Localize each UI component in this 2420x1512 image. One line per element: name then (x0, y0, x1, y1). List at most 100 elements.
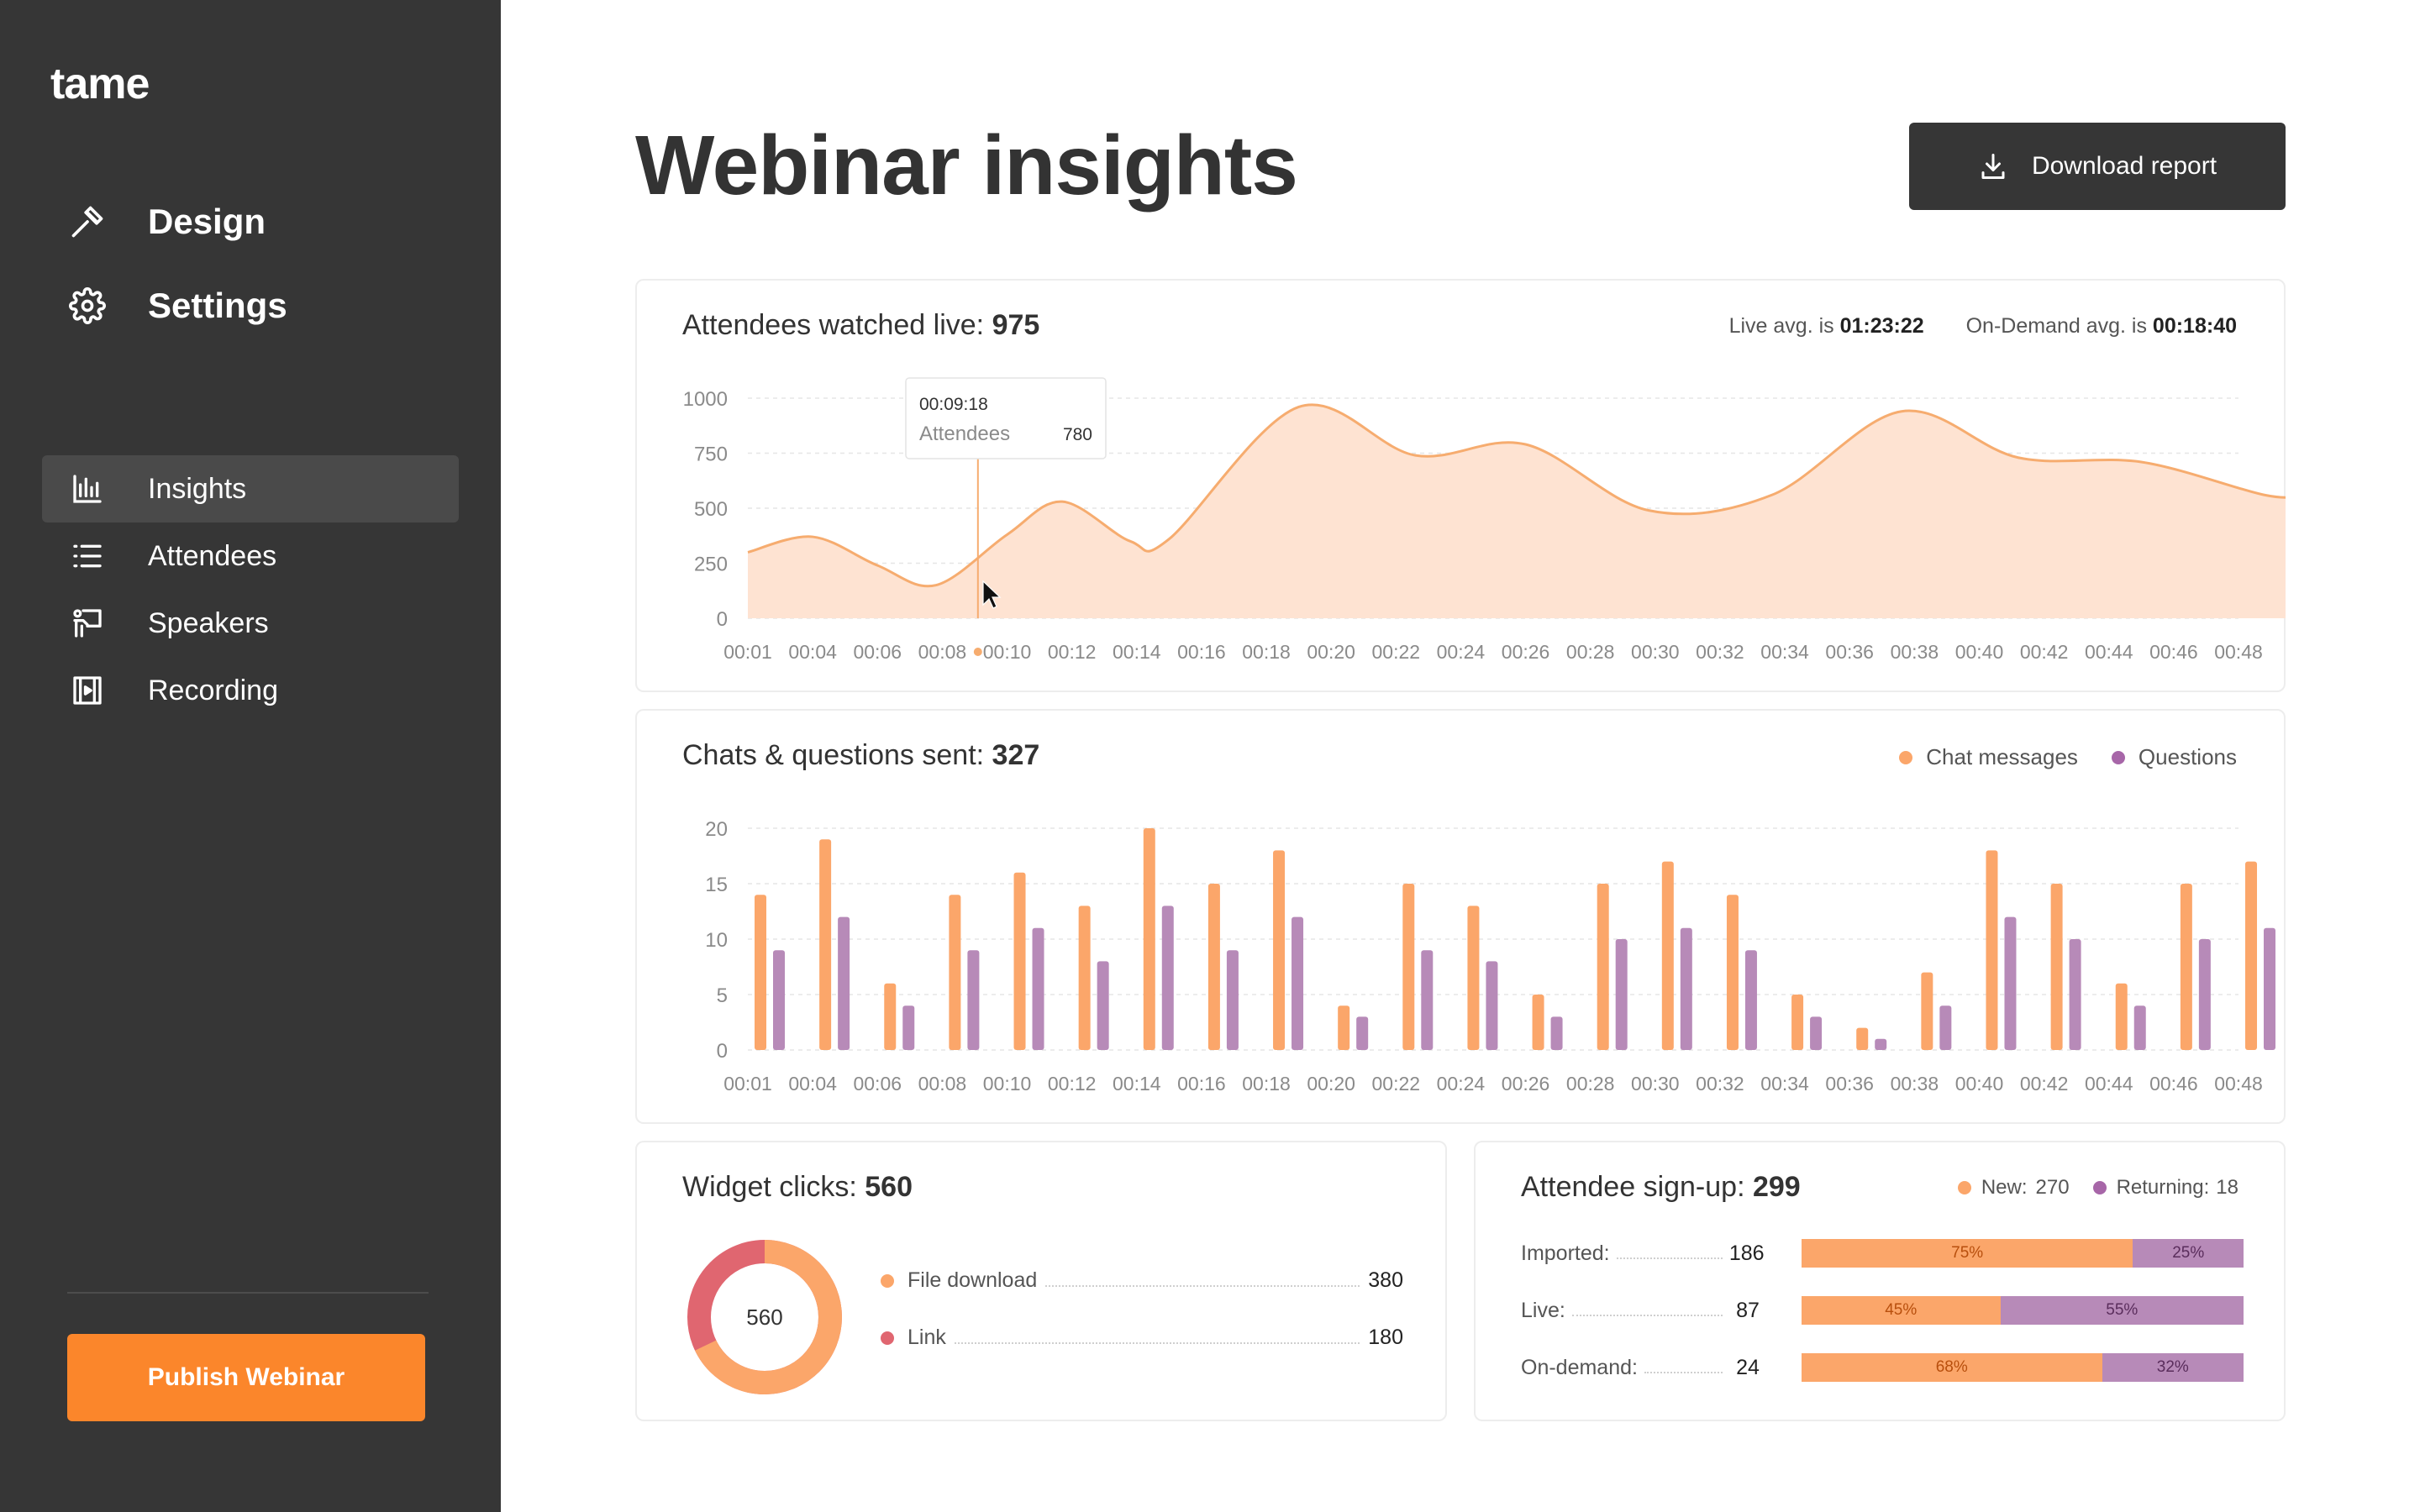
live-avg-value: 01:23:22 (1839, 314, 1924, 338)
sidebar-item-insights[interactable]: Insights (42, 455, 459, 522)
bar-questions[interactable] (1032, 927, 1044, 1050)
nav-design[interactable]: Design (67, 202, 266, 242)
hover-dot (973, 648, 982, 656)
bar-questions[interactable] (1292, 916, 1304, 1050)
bar-questions[interactable] (1421, 950, 1434, 1050)
leader-line (1644, 1372, 1723, 1373)
ondemand-avg-label: On-Demand avg. is (1965, 314, 2147, 338)
x-tick-label: 00:46 (2149, 1073, 2198, 1095)
download-report-button[interactable]: Download report (1909, 123, 2286, 210)
bar-questions[interactable] (1161, 906, 1174, 1050)
file-download-dot (881, 1273, 894, 1288)
sidebar-item-attendees[interactable]: Attendees (42, 522, 459, 590)
publish-webinar-button[interactable]: Publish Webinar (67, 1334, 425, 1421)
attendees-card-title: Attendees watched live: 975 (682, 309, 1039, 342)
mouse-cursor (982, 580, 1002, 609)
bar-chat-messages[interactable] (2050, 884, 2063, 1050)
bar-chat-messages[interactable] (1207, 884, 1220, 1050)
link-dot (881, 1331, 894, 1345)
attendees-title-text: Attendees watched live: (682, 309, 992, 341)
chats-card-title: Chats & questions sent: 327 (682, 739, 1039, 772)
bar-chat-messages[interactable] (1078, 906, 1091, 1050)
bar-chat-messages[interactable] (2180, 884, 2192, 1050)
gear-icon (67, 286, 108, 326)
donut-slice-file-download[interactable] (687, 1240, 842, 1394)
bar-chat-messages[interactable] (1856, 1027, 1869, 1050)
bar-questions[interactable] (1356, 1016, 1369, 1050)
bar-questions[interactable] (773, 950, 785, 1050)
bar-chat-messages[interactable] (1013, 872, 1026, 1050)
bar-questions[interactable] (2198, 939, 2211, 1050)
sidebar-item-recording[interactable]: Recording (42, 657, 459, 724)
bar-questions[interactable] (1939, 1005, 1952, 1050)
bar-chat-messages[interactable] (1597, 884, 1609, 1050)
bar-questions[interactable] (967, 950, 980, 1050)
attendees-area-chart[interactable]: 0 250 500 750 1000 00:01 00:04 00:06 00:08 00:10 0… (635, 279, 2286, 692)
bar-chat-messages[interactable] (1532, 995, 1544, 1050)
bar-chat-messages[interactable] (1661, 861, 1674, 1050)
bar-chat-messages[interactable] (2245, 861, 2257, 1050)
leader-line (1045, 1284, 1360, 1287)
bar-questions[interactable] (1680, 927, 1692, 1050)
x-tick-label: 00:32 (1696, 641, 1744, 663)
x-tick-label: 00:36 (1825, 1073, 1874, 1095)
bar-chat-messages[interactable] (949, 895, 961, 1050)
x-tick-label: 00:38 (1891, 641, 1939, 663)
app-logo[interactable]: tame (50, 60, 150, 108)
bar-questions[interactable] (1810, 1016, 1823, 1050)
bar-questions[interactable] (1097, 961, 1109, 1050)
x-tick-label: 00:06 (853, 641, 902, 663)
bar-chat-messages[interactable] (1791, 995, 1804, 1050)
bar-questions[interactable] (2264, 927, 2275, 1050)
bar-chat-messages[interactable] (1273, 850, 1286, 1050)
bar-chat-messages[interactable] (1338, 1005, 1350, 1050)
widget-donut-chart: 560 (687, 1240, 842, 1394)
bar-questions[interactable] (1226, 950, 1239, 1050)
x-tick-label: 00:36 (1825, 641, 1874, 663)
x-tick-label: 00:24 (1437, 641, 1486, 663)
bar-chat-messages[interactable] (1402, 884, 1415, 1050)
ondemand-label: On-demand: (1521, 1355, 1638, 1379)
bar-questions[interactable] (1744, 950, 1757, 1050)
y-tick-label: 250 (694, 554, 728, 576)
bar-chat-messages[interactable] (755, 895, 766, 1050)
widget-row-file-download: File download 380 (881, 1268, 1403, 1293)
x-tick-label: 00:12 (1048, 1073, 1097, 1095)
bar-chat-messages[interactable] (1143, 828, 1155, 1050)
x-tick-label: 00:08 (918, 641, 967, 663)
sidebar: tame Design Settings Insights (0, 0, 501, 1512)
x-tick-label: 00:38 (1891, 1073, 1939, 1095)
bar-questions[interactable] (838, 916, 850, 1050)
x-tick-label: 00:14 (1113, 1073, 1161, 1095)
bar-questions[interactable] (902, 1005, 915, 1050)
x-tick-label: 00:20 (1307, 1073, 1355, 1095)
y-tick-label: 0 (717, 1040, 728, 1063)
bar-chat-messages[interactable] (1986, 850, 1998, 1050)
ondemand-value: 24 (1736, 1355, 1760, 1379)
bar-chat-messages[interactable] (1921, 972, 1933, 1050)
bar-chat-messages[interactable] (884, 983, 897, 1050)
nav-settings[interactable]: Settings (67, 286, 287, 326)
x-tick-label: 00:04 (788, 641, 837, 663)
bar-questions[interactable] (2069, 939, 2081, 1050)
y-tick-label: 1000 (683, 388, 728, 411)
bar-questions[interactable] (1875, 1038, 1887, 1050)
y-tick-label: 10 (705, 929, 728, 952)
bar-chat-messages[interactable] (819, 839, 832, 1050)
bar-chat-messages[interactable] (1726, 895, 1739, 1050)
widget-card: Widget clicks: 560 560 File download 380… (635, 1141, 1447, 1421)
leader-line (1571, 1315, 1723, 1316)
y-tick-label: 5 (717, 984, 728, 1007)
bar-questions[interactable] (1486, 961, 1498, 1050)
chats-bar-chart[interactable]: 0 5 10 15 20 00:01 00:04 00:06 00:08 00:10 00:12 00… (635, 709, 2286, 1124)
file-download-label: File download (908, 1268, 1038, 1292)
bar-questions[interactable] (1615, 939, 1628, 1050)
bar-chat-messages[interactable] (1467, 906, 1480, 1050)
bar-questions[interactable] (1550, 1016, 1563, 1050)
bar-questions[interactable] (2133, 1005, 2146, 1050)
x-tick-label: 00:48 (2214, 1073, 2263, 1095)
bar-chat-messages[interactable] (2115, 983, 2128, 1050)
sidebar-item-speakers[interactable]: Speakers (42, 590, 459, 657)
x-tick-label: 00:42 (2020, 1073, 2069, 1095)
bar-questions[interactable] (2004, 916, 2017, 1050)
